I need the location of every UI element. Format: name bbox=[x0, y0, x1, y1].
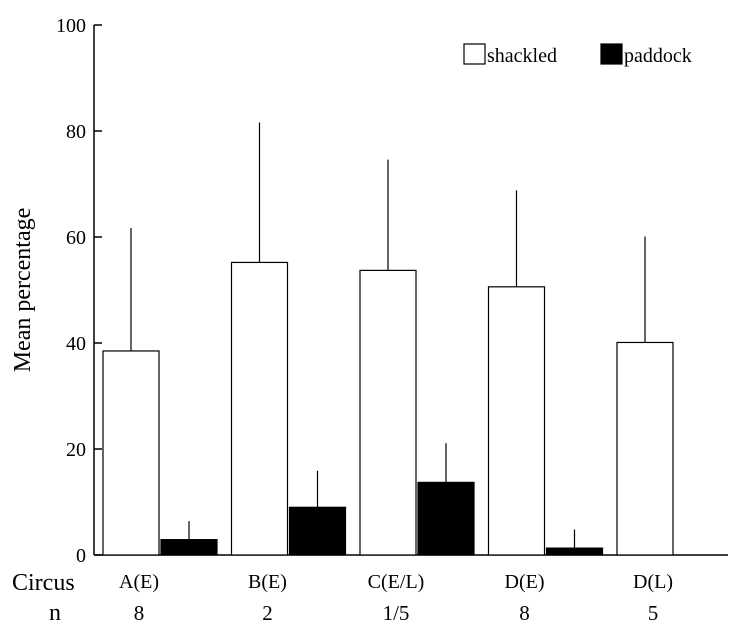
y-axis-title: Mean percentage bbox=[10, 208, 36, 373]
n-row-label: n bbox=[49, 600, 61, 626]
legend-swatch-paddock bbox=[600, 43, 623, 65]
category-label: B(E) bbox=[248, 571, 287, 593]
legend-swatch-shackled bbox=[463, 43, 486, 65]
y-ticks: 0 20 40 60 80 100 bbox=[56, 15, 102, 567]
legend-label-shackled: shackled bbox=[487, 45, 557, 67]
legend: shackled paddock bbox=[463, 43, 692, 67]
category-labels: A(E) 8 B(E) 2 C(E/L) 1/5 D(E) 8 D(L) 5 bbox=[119, 571, 673, 625]
y-tick-label: 20 bbox=[66, 439, 86, 461]
y-tick-label: 40 bbox=[66, 333, 86, 355]
circus-row-label: Circus bbox=[12, 570, 75, 596]
category-label: C(E/L) bbox=[368, 571, 425, 593]
y-tick-label: 100 bbox=[56, 15, 86, 37]
bar-paddock-3 bbox=[417, 481, 475, 556]
n-value-label: 2 bbox=[262, 601, 273, 625]
legend-label-paddock: paddock bbox=[624, 45, 692, 67]
y-tick-label: 60 bbox=[66, 227, 86, 249]
n-value-label: 5 bbox=[648, 601, 659, 625]
bar-shackled-2 bbox=[230, 261, 289, 556]
n-value-label: 8 bbox=[519, 601, 530, 625]
bar-shackled-5 bbox=[616, 341, 674, 556]
n-value-label: 1/5 bbox=[383, 601, 410, 625]
bar-paddock-2 bbox=[288, 506, 347, 556]
bar-paddock-1 bbox=[160, 539, 218, 556]
y-tick-label: 80 bbox=[66, 121, 86, 143]
bar-paddock-4 bbox=[545, 547, 604, 556]
category-label: A(E) bbox=[119, 571, 159, 593]
y-tick-label: 0 bbox=[76, 545, 86, 567]
bars bbox=[102, 122, 674, 556]
category-label: D(E) bbox=[505, 571, 545, 593]
category-label: D(L) bbox=[633, 571, 673, 593]
bar-shackled-1 bbox=[102, 350, 160, 556]
n-value-label: 8 bbox=[134, 601, 145, 625]
bar-shackled-4 bbox=[487, 286, 546, 556]
bar-shackled-3 bbox=[359, 269, 417, 556]
